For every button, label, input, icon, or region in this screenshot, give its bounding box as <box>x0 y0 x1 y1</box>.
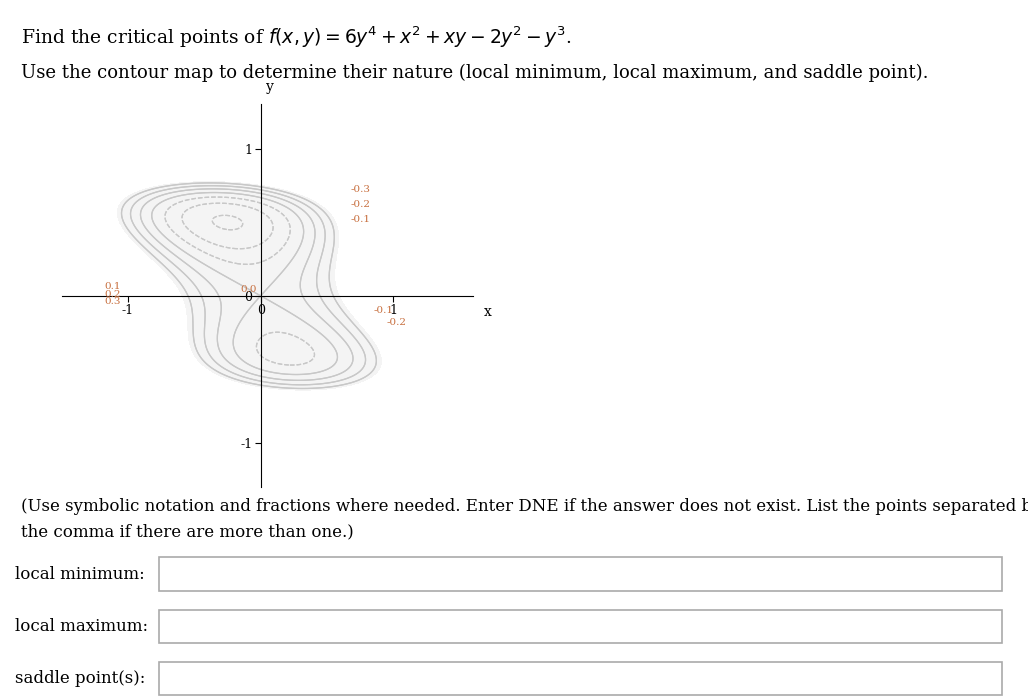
Text: -0.1: -0.1 <box>351 215 371 223</box>
Text: local minimum:: local minimum: <box>15 566 145 583</box>
Text: the comma if there are more than one.): the comma if there are more than one.) <box>21 523 354 540</box>
Text: Find the critical points of $f(x, y) = 6y^4 + x^2 + xy - 2y^2 - y^3$.: Find the critical points of $f(x, y) = 6… <box>21 24 572 50</box>
Text: -0.1: -0.1 <box>373 306 394 315</box>
Text: y: y <box>266 80 273 94</box>
Text: -0.2: -0.2 <box>351 200 371 209</box>
Text: -0.2: -0.2 <box>387 318 407 327</box>
Text: 0.2: 0.2 <box>104 290 120 299</box>
Text: 0.1: 0.1 <box>104 283 120 292</box>
Text: local maximum:: local maximum: <box>15 618 148 635</box>
Text: 0.0: 0.0 <box>241 285 257 294</box>
Text: 0.3: 0.3 <box>104 297 120 306</box>
Text: -0.3: -0.3 <box>351 185 371 194</box>
Text: (Use symbolic notation and fractions where needed. Enter DNE if the answer does : (Use symbolic notation and fractions whe… <box>21 498 1028 514</box>
Text: x: x <box>483 305 491 319</box>
Text: saddle point(s):: saddle point(s): <box>15 670 146 687</box>
Text: Use the contour map to determine their nature (local minimum, local maximum, and: Use the contour map to determine their n… <box>21 64 928 82</box>
